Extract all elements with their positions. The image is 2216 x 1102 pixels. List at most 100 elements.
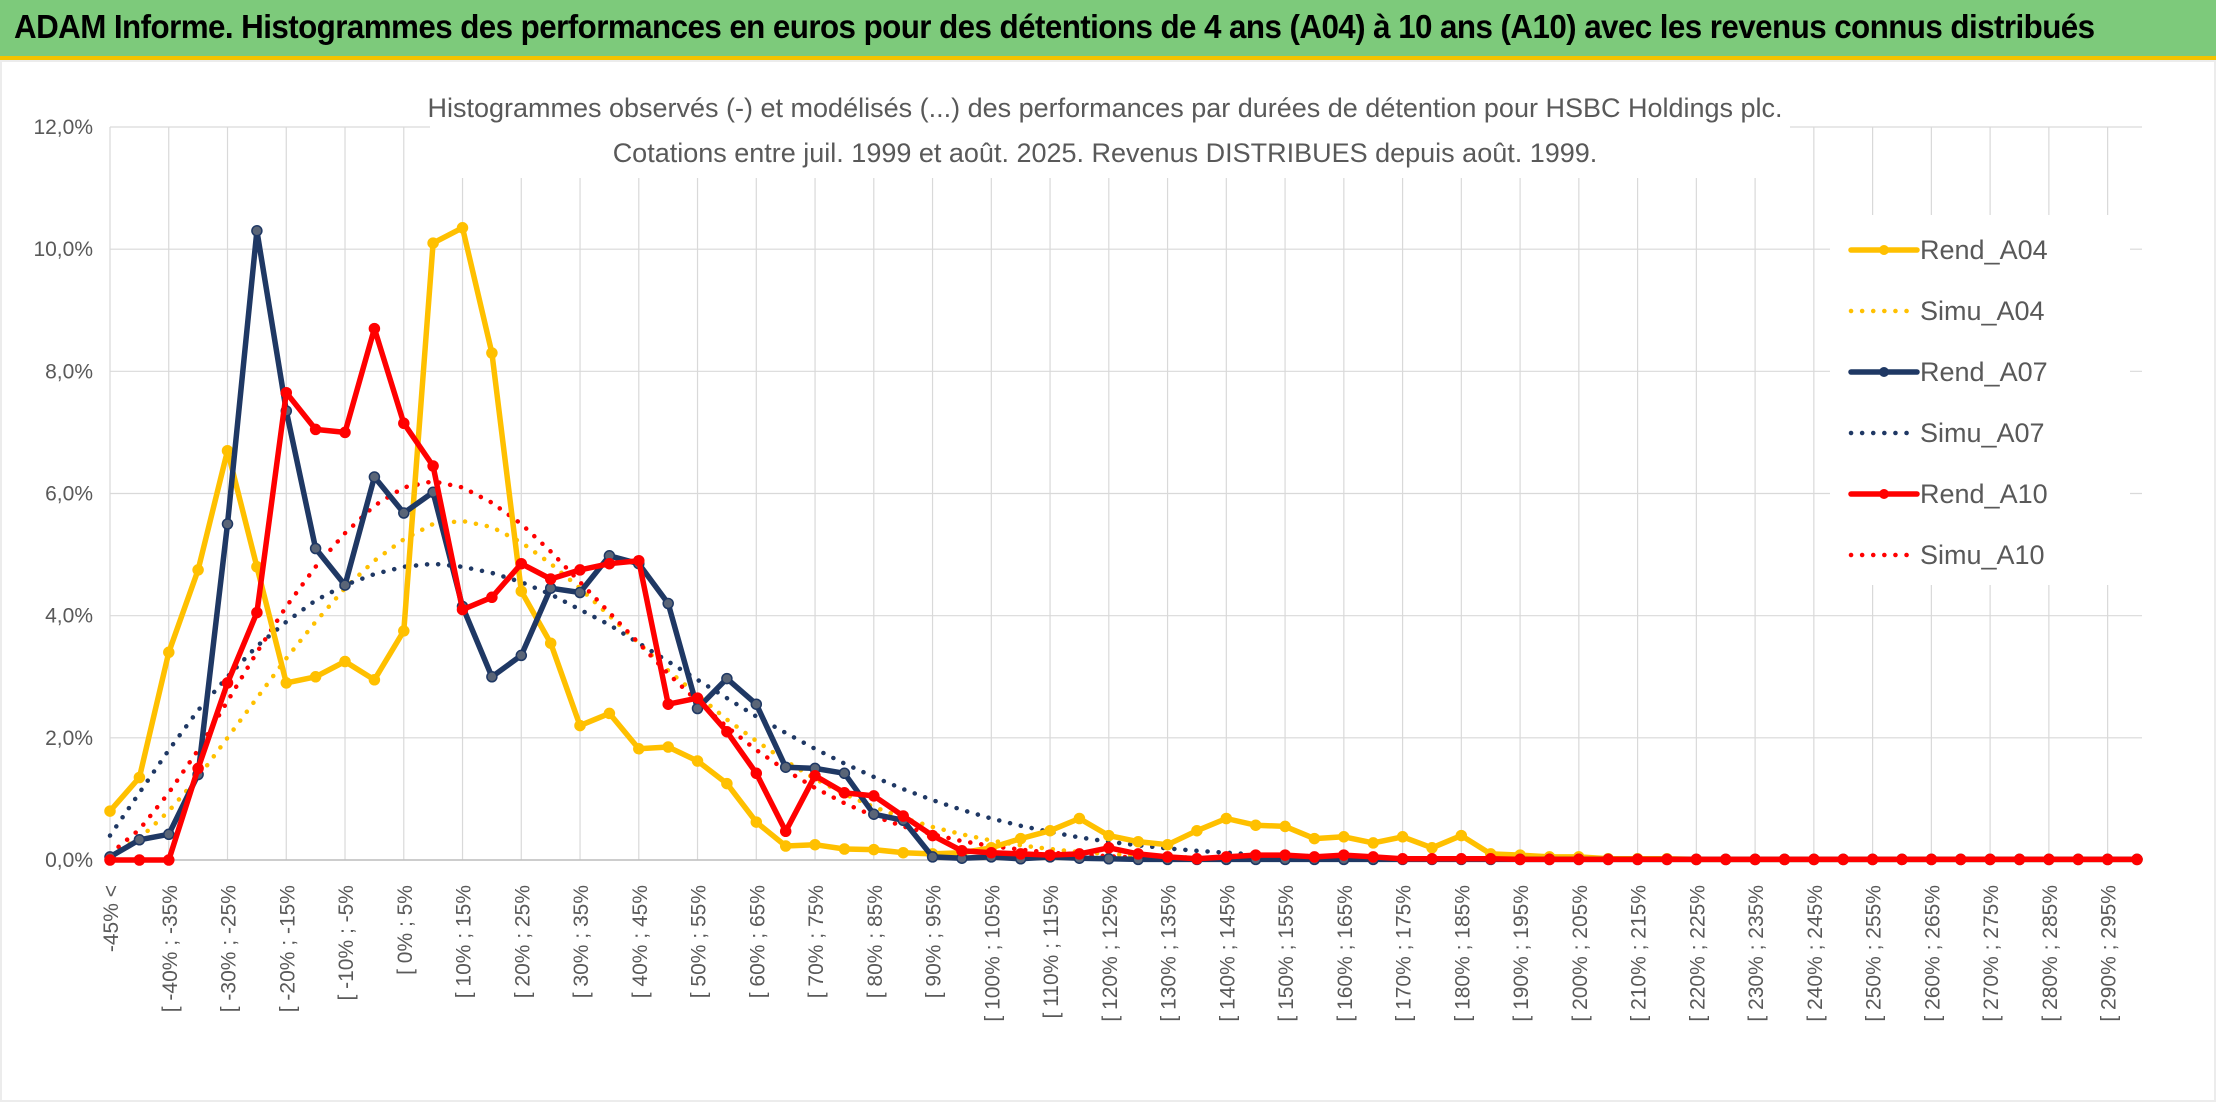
point-Rend_A10 [750,767,763,780]
point-Rend_A04 [309,671,322,683]
point-Rend_A10 [956,845,968,857]
point-Rend_A10 [2131,853,2143,866]
point-Rend_A10 [1249,849,1262,861]
point-Rend_A04 [486,347,498,359]
point-Rend_A07 [163,828,175,841]
point-Rend_A04 [1279,820,1291,833]
point-Rend_A10 [1866,853,1879,866]
chart-legend: Rend_A04 Simu_A04 Rend_A07 Simu_A07 Rend_A10… [1830,215,2130,585]
x-tick-label: [ 220% ; 225% [1686,885,1709,1022]
point-Rend_A04 [838,843,851,855]
x-tick-label: [ 80% ; 85% [864,885,887,998]
point-Rend_A04 [603,707,616,720]
point-Rend_A07 [779,761,792,773]
x-tick-label: [ 20% ; 25% [511,885,534,998]
point-Rend_A10 [1631,853,1644,866]
point-Rend_A10 [838,787,851,799]
report-banner: ADAM Informe. Histogrammes des performan… [0,0,2216,60]
point-Rend_A10 [192,762,204,775]
banner-corner-accent [0,56,10,60]
point-Rend_A04 [1220,812,1233,825]
point-Rend_A10 [662,698,674,710]
chart-series [104,222,2143,866]
point-Rend_A07 [309,542,322,555]
point-Rend_A10 [1749,853,1761,866]
point-Rend_A04 [1161,838,1174,851]
point-Rend_A04 [662,741,674,753]
point-Rend_A10 [515,557,528,570]
x-tick-label: [ 190% ; 195% [1510,885,1533,1022]
title-background [430,82,1790,178]
point-Rend_A04 [163,646,175,659]
point-Rend_A10 [1954,853,1967,866]
point-Rend_A04 [456,222,469,234]
point-Rend_A04 [544,637,557,649]
point-Rend_A04 [779,840,792,852]
point-Rend_A04 [574,719,586,732]
x-tick-label: [ 140% ; 145% [1216,885,1239,1022]
x-tick-label: [ 100% ; 105% [981,885,1004,1022]
legend-marker-Rend_A10 [1879,489,1889,499]
x-tick-label: [ 130% ; 135% [1158,885,1181,1022]
chart-titles: Histogrammes observés (-) et modélisés (… [427,82,1790,178]
chart-title: Histogrammes observés (-) et modélisés (… [427,93,1782,123]
x-tick-label: [ 200% ; 205% [1569,885,1592,1022]
point-Rend_A04 [1191,824,1203,837]
point-Rend_A10 [544,573,557,585]
x-axis-ticks: -45% < [ -40% ; -35% [ -30% ; -25% [ -20% ;… [100,885,2121,1022]
point-Rend_A04 [1073,812,1086,825]
point-Rend_A10 [1837,853,1849,866]
point-Rend_A07 [221,518,234,530]
point-Rend_A10 [2043,853,2055,866]
y-tick-label: 10,0% [33,238,93,261]
x-tick-label: [ 290% ; 295% [2098,885,2121,1022]
point-Rend_A10 [1808,853,1820,866]
x-tick-label: -45% < [100,885,123,952]
point-Rend_A04 [368,674,381,686]
series-line-Rend_A10 [107,325,2140,863]
point-Rend_A04 [192,564,204,576]
point-Rend_A07 [251,225,263,237]
point-Rend_A10 [1543,853,1556,866]
point-Rend_A10 [427,460,439,472]
point-Rend_A10 [398,417,410,430]
x-tick-label: [ 40% ; 45% [629,885,652,998]
point-Rend_A07 [750,698,763,710]
x-tick-label: [ 0% ; 5% [394,885,417,975]
point-Rend_A10 [1778,853,1791,866]
point-Rend_A10 [1719,853,1732,866]
point-Rend_A04 [515,585,528,597]
point-Rend_A04 [427,237,439,249]
point-Rend_A04 [1103,829,1115,842]
point-Rend_A07 [926,851,939,863]
point-Rend_A04 [868,843,880,856]
point-Rend_A10 [1279,849,1291,861]
point-Rend_A10 [163,854,175,866]
point-Rend_A07 [662,597,674,610]
point-Rend_A10 [1014,848,1027,860]
point-Rend_A04 [1455,829,1468,842]
point-Rend_A04 [1044,824,1056,837]
x-tick-label: [ 60% ; 65% [746,885,769,998]
x-tick-label: [ 110% ; 115% [1040,885,1063,1018]
point-Rend_A10 [691,692,704,704]
point-Rend_A04 [721,777,733,790]
point-Rend_A10 [309,423,322,436]
point-Rend_A10 [603,557,616,570]
point-Rend_A04 [104,805,116,817]
report-title: ADAM Informe. Histogrammes des performan… [14,8,2095,45]
point-Rend_A10 [574,564,586,576]
point-Rend_A10 [1073,848,1086,860]
point-Rend_A04 [339,655,351,668]
point-Rend_A10 [1455,853,1468,865]
point-Rend_A04 [809,838,821,851]
point-Rend_A04 [1249,819,1262,831]
point-Rend_A04 [133,771,146,784]
legend-label-Rend_A04: Rend_A04 [1920,235,2048,265]
point-Rend_A10 [1103,842,1115,854]
x-tick-label: [ 270% ; 275% [1980,885,2003,1022]
point-Rend_A10 [809,769,821,782]
point-Rend_A10 [486,591,498,604]
point-Rend_A10 [133,854,146,866]
point-Rend_A10 [868,790,880,802]
